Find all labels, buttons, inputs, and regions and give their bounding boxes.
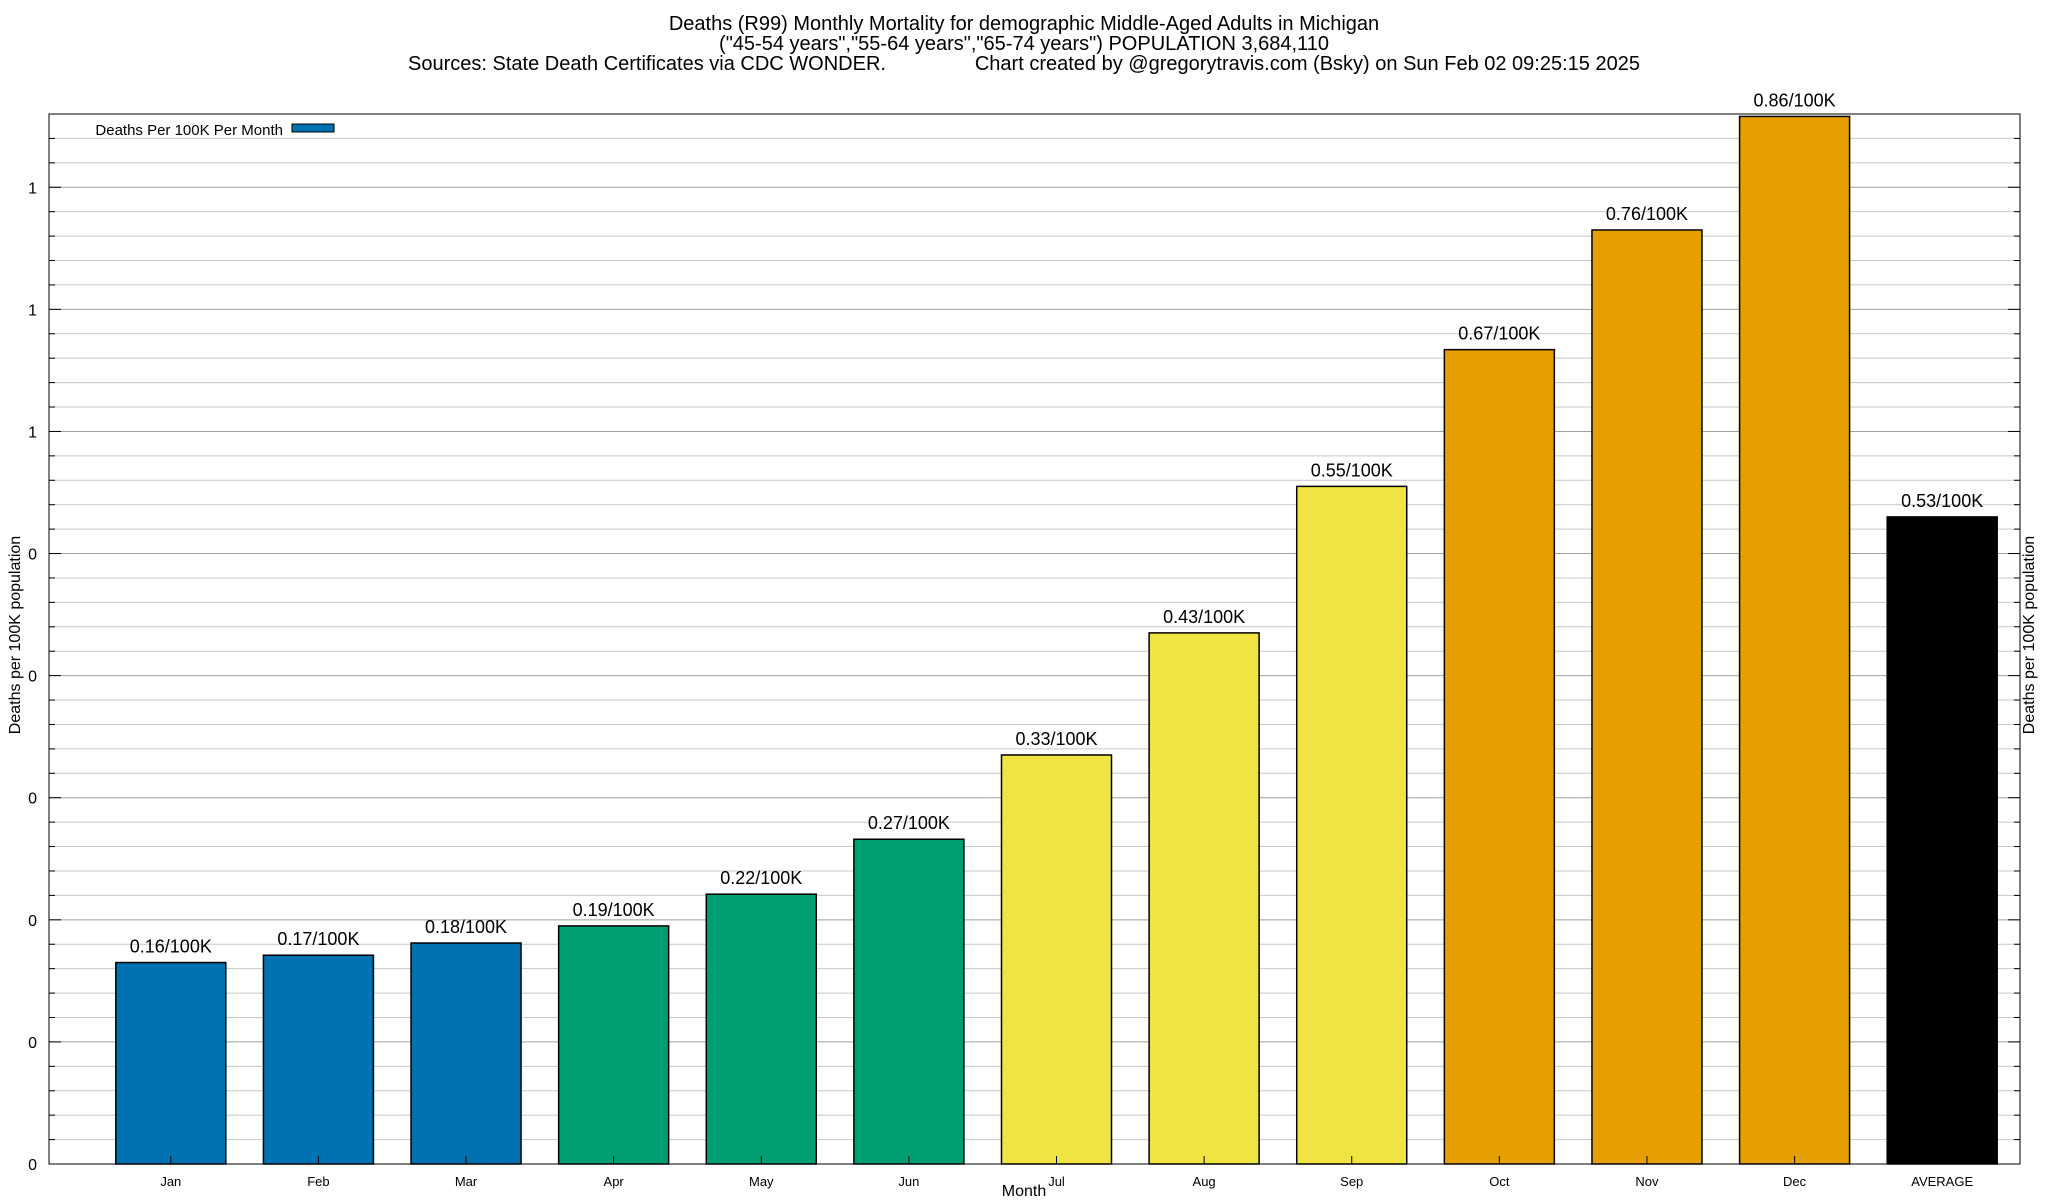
- x-tick-label: AVERAGE: [1911, 1174, 1973, 1189]
- data-label-aug: 0.43/100K: [1163, 607, 1245, 627]
- data-label-mar: 0.18/100K: [425, 917, 507, 937]
- x-tick-label: Dec: [1783, 1174, 1807, 1189]
- legend-swatch: [291, 123, 335, 133]
- x-tick-label: Jan: [160, 1174, 181, 1189]
- legend-label: Deaths Per 100K Per Month: [95, 122, 283, 139]
- x-tick-label: Jul: [1048, 1174, 1065, 1189]
- bar-jul: [1000, 754, 1113, 1165]
- data-label-average: 0.53/100K: [1901, 491, 1983, 511]
- y-axis-label-right: Deaths per 100K population: [2021, 535, 2038, 735]
- data-label-nov: 0.76/100K: [1606, 204, 1688, 224]
- bar-aug: [1148, 632, 1260, 1165]
- plot-border: [48, 113, 2021, 1165]
- x-tick-label: Feb: [307, 1174, 329, 1189]
- data-label-jul: 0.33/100K: [1015, 729, 1097, 749]
- y-tick-label: 1: [28, 302, 37, 319]
- data-label-jun: 0.27/100K: [868, 813, 950, 833]
- x-tick-label: May: [749, 1174, 774, 1189]
- x-tick-label: Nov: [1635, 1174, 1659, 1189]
- bar-jun: [853, 838, 965, 1165]
- bar-mar: [410, 942, 522, 1165]
- data-label-may: 0.22/100K: [720, 868, 802, 888]
- data-label-apr: 0.19/100K: [573, 900, 655, 920]
- bar-dec: [1738, 115, 1851, 1165]
- bar-feb: [262, 954, 375, 1165]
- y-tick-label: 0: [28, 669, 37, 686]
- bar-nov: [1591, 229, 1703, 1165]
- data-label-oct: 0.67/100K: [1458, 324, 1540, 344]
- x-tick-label: Apr: [604, 1174, 625, 1189]
- chart-title-block: Deaths (R99) Monthly Mortality for demog…: [0, 14, 2048, 74]
- chart-sources: Sources: State Death Certificates via CD…: [408, 53, 1640, 75]
- x-tick-label: Jun: [898, 1174, 919, 1189]
- y-tick-label: 1: [28, 424, 37, 441]
- bar-oct: [1443, 348, 1556, 1165]
- chart-subtitle: ("45-54 years","55-64 years","65-74 year…: [719, 33, 1329, 55]
- x-tick-label: Sep: [1340, 1174, 1363, 1189]
- chart-title: Deaths (R99) Monthly Mortality for demog…: [668, 13, 1380, 35]
- bar-apr: [557, 925, 670, 1165]
- x-tick-label: Aug: [1193, 1174, 1216, 1189]
- x-tick-label: Mar: [455, 1174, 478, 1189]
- y-axis-label-left: Deaths per 100K population: [7, 535, 24, 735]
- x-tick-label: Oct: [1489, 1174, 1510, 1189]
- data-label-sep: 0.55/100K: [1311, 460, 1393, 480]
- bar-may: [705, 893, 818, 1165]
- bar-jan: [115, 961, 227, 1165]
- bar-sep: [1295, 485, 1408, 1165]
- data-label-jan: 0.16/100K: [130, 937, 212, 957]
- y-tick-label: 0: [28, 1035, 37, 1052]
- y-tick-label: 1: [28, 180, 37, 197]
- y-tick-label: 0: [28, 1157, 37, 1174]
- y-tick-label: 0: [28, 791, 37, 808]
- data-label-feb: 0.17/100K: [277, 929, 359, 949]
- x-axis-label: Month: [1001, 1183, 1047, 1200]
- data-label-dec: 0.86/100K: [1754, 90, 1836, 110]
- y-tick-label: 0: [28, 547, 37, 564]
- bar-average: [1886, 516, 1998, 1165]
- y-tick-label: 0: [28, 913, 37, 930]
